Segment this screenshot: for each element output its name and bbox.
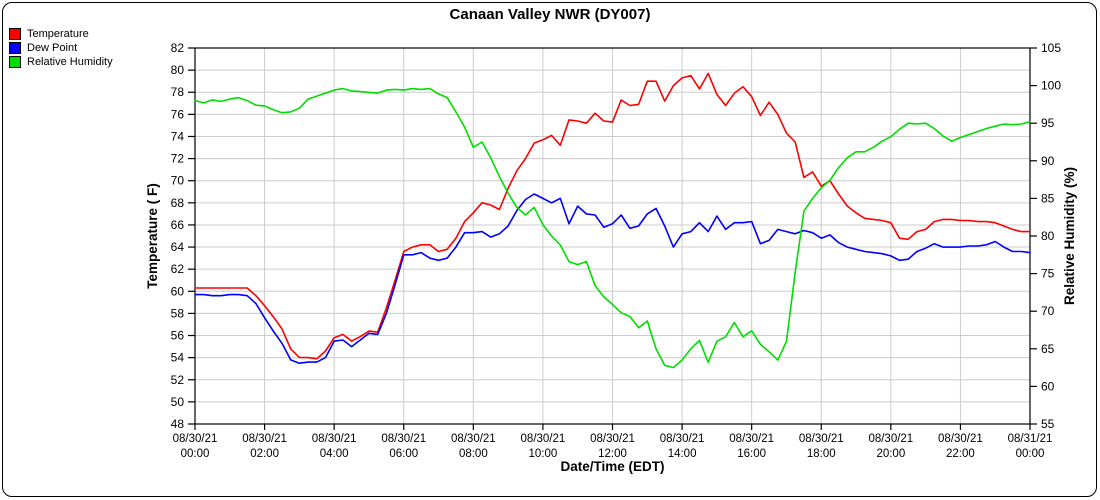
left-tick-label: 76	[171, 107, 185, 121]
left-tick-label: 50	[171, 395, 185, 409]
x-tick-label: 08/30/21 20:00	[868, 433, 913, 460]
x-tick-label: 08/30/21 06:00	[381, 433, 426, 460]
x-tick-label: 08/30/21 12:00	[590, 433, 635, 460]
legend-item-temperature: Temperature	[9, 27, 113, 41]
left-axis-title: Temperature ( F)	[145, 183, 160, 289]
left-tick-label: 60	[171, 284, 185, 298]
x-tick-label: 08/30/21 14:00	[660, 433, 705, 460]
right-tick-label: 100	[1041, 79, 1061, 93]
x-axis-title: Date/Time (EDT)	[560, 459, 664, 474]
left-tick-label: 58	[171, 306, 185, 320]
legend-label-relative-humidity: Relative Humidity	[27, 56, 113, 68]
right-tick-label: 95	[1041, 116, 1055, 130]
legend-label-dew-point: Dew Point	[27, 42, 78, 54]
x-tick-label: 08/30/21 22:00	[938, 433, 983, 460]
right-tick-label: 70	[1041, 304, 1055, 318]
right-tick-label: 105	[1041, 41, 1061, 55]
left-tick-label: 52	[171, 373, 185, 387]
x-tick-label: 08/30/21 02:00	[242, 433, 287, 460]
x-tick-label: 08/30/21 16:00	[729, 433, 774, 460]
legend-label-temperature: Temperature	[27, 28, 89, 40]
x-tick-label: 08/30/21 04:00	[312, 433, 357, 460]
dew-point-line	[194, 193, 1031, 365]
page-title: Canaan Valley NWR (DY007)	[449, 6, 651, 23]
relative-humidity-swatch-icon	[9, 56, 21, 68]
legend: Temperature Dew Point Relative Humidity	[9, 27, 113, 69]
left-tick-label: 82	[171, 41, 185, 55]
left-tick-label: 66	[171, 218, 185, 232]
x-tick-label: 08/30/21 18:00	[799, 433, 844, 460]
legend-item-relative-humidity: Relative Humidity	[9, 55, 113, 69]
right-tick-label: 90	[1041, 154, 1055, 168]
left-tick-label: 80	[171, 63, 185, 77]
right-tick-label: 85	[1041, 191, 1055, 205]
x-tick-label: 08/30/21 10:00	[521, 433, 566, 460]
right-tick-label: 75	[1041, 267, 1055, 281]
right-tick-label: 80	[1041, 229, 1055, 243]
left-tick-label: 70	[171, 174, 185, 188]
dew-point-swatch-icon	[9, 42, 21, 54]
legend-item-dew-point: Dew Point	[9, 41, 113, 55]
left-tick-label: 78	[171, 85, 185, 99]
left-tick-label: 72	[171, 152, 185, 166]
left-tick-label: 48	[171, 417, 185, 431]
right-tick-label: 60	[1041, 379, 1055, 393]
left-tick-label: 56	[171, 329, 185, 343]
relative-humidity-line	[194, 87, 1031, 369]
left-tick-label: 54	[171, 351, 185, 365]
x-tick-label: 08/30/21 00:00	[173, 433, 218, 460]
right-tick-label: 65	[1041, 342, 1055, 356]
left-tick-label: 64	[171, 240, 185, 254]
x-tick-label: 08/30/21 08:00	[451, 433, 496, 460]
left-tick-label: 68	[171, 196, 185, 210]
temperature-swatch-icon	[9, 28, 21, 40]
x-tick-label: 08/31/21 00:00	[1008, 433, 1053, 460]
right-tick-label: 55	[1041, 417, 1055, 431]
temperature-line	[194, 72, 1031, 360]
left-tick-label: 62	[171, 262, 185, 276]
right-axis-title: Relative Humidity (%)	[1062, 167, 1077, 305]
left-tick-label: 74	[171, 129, 185, 143]
